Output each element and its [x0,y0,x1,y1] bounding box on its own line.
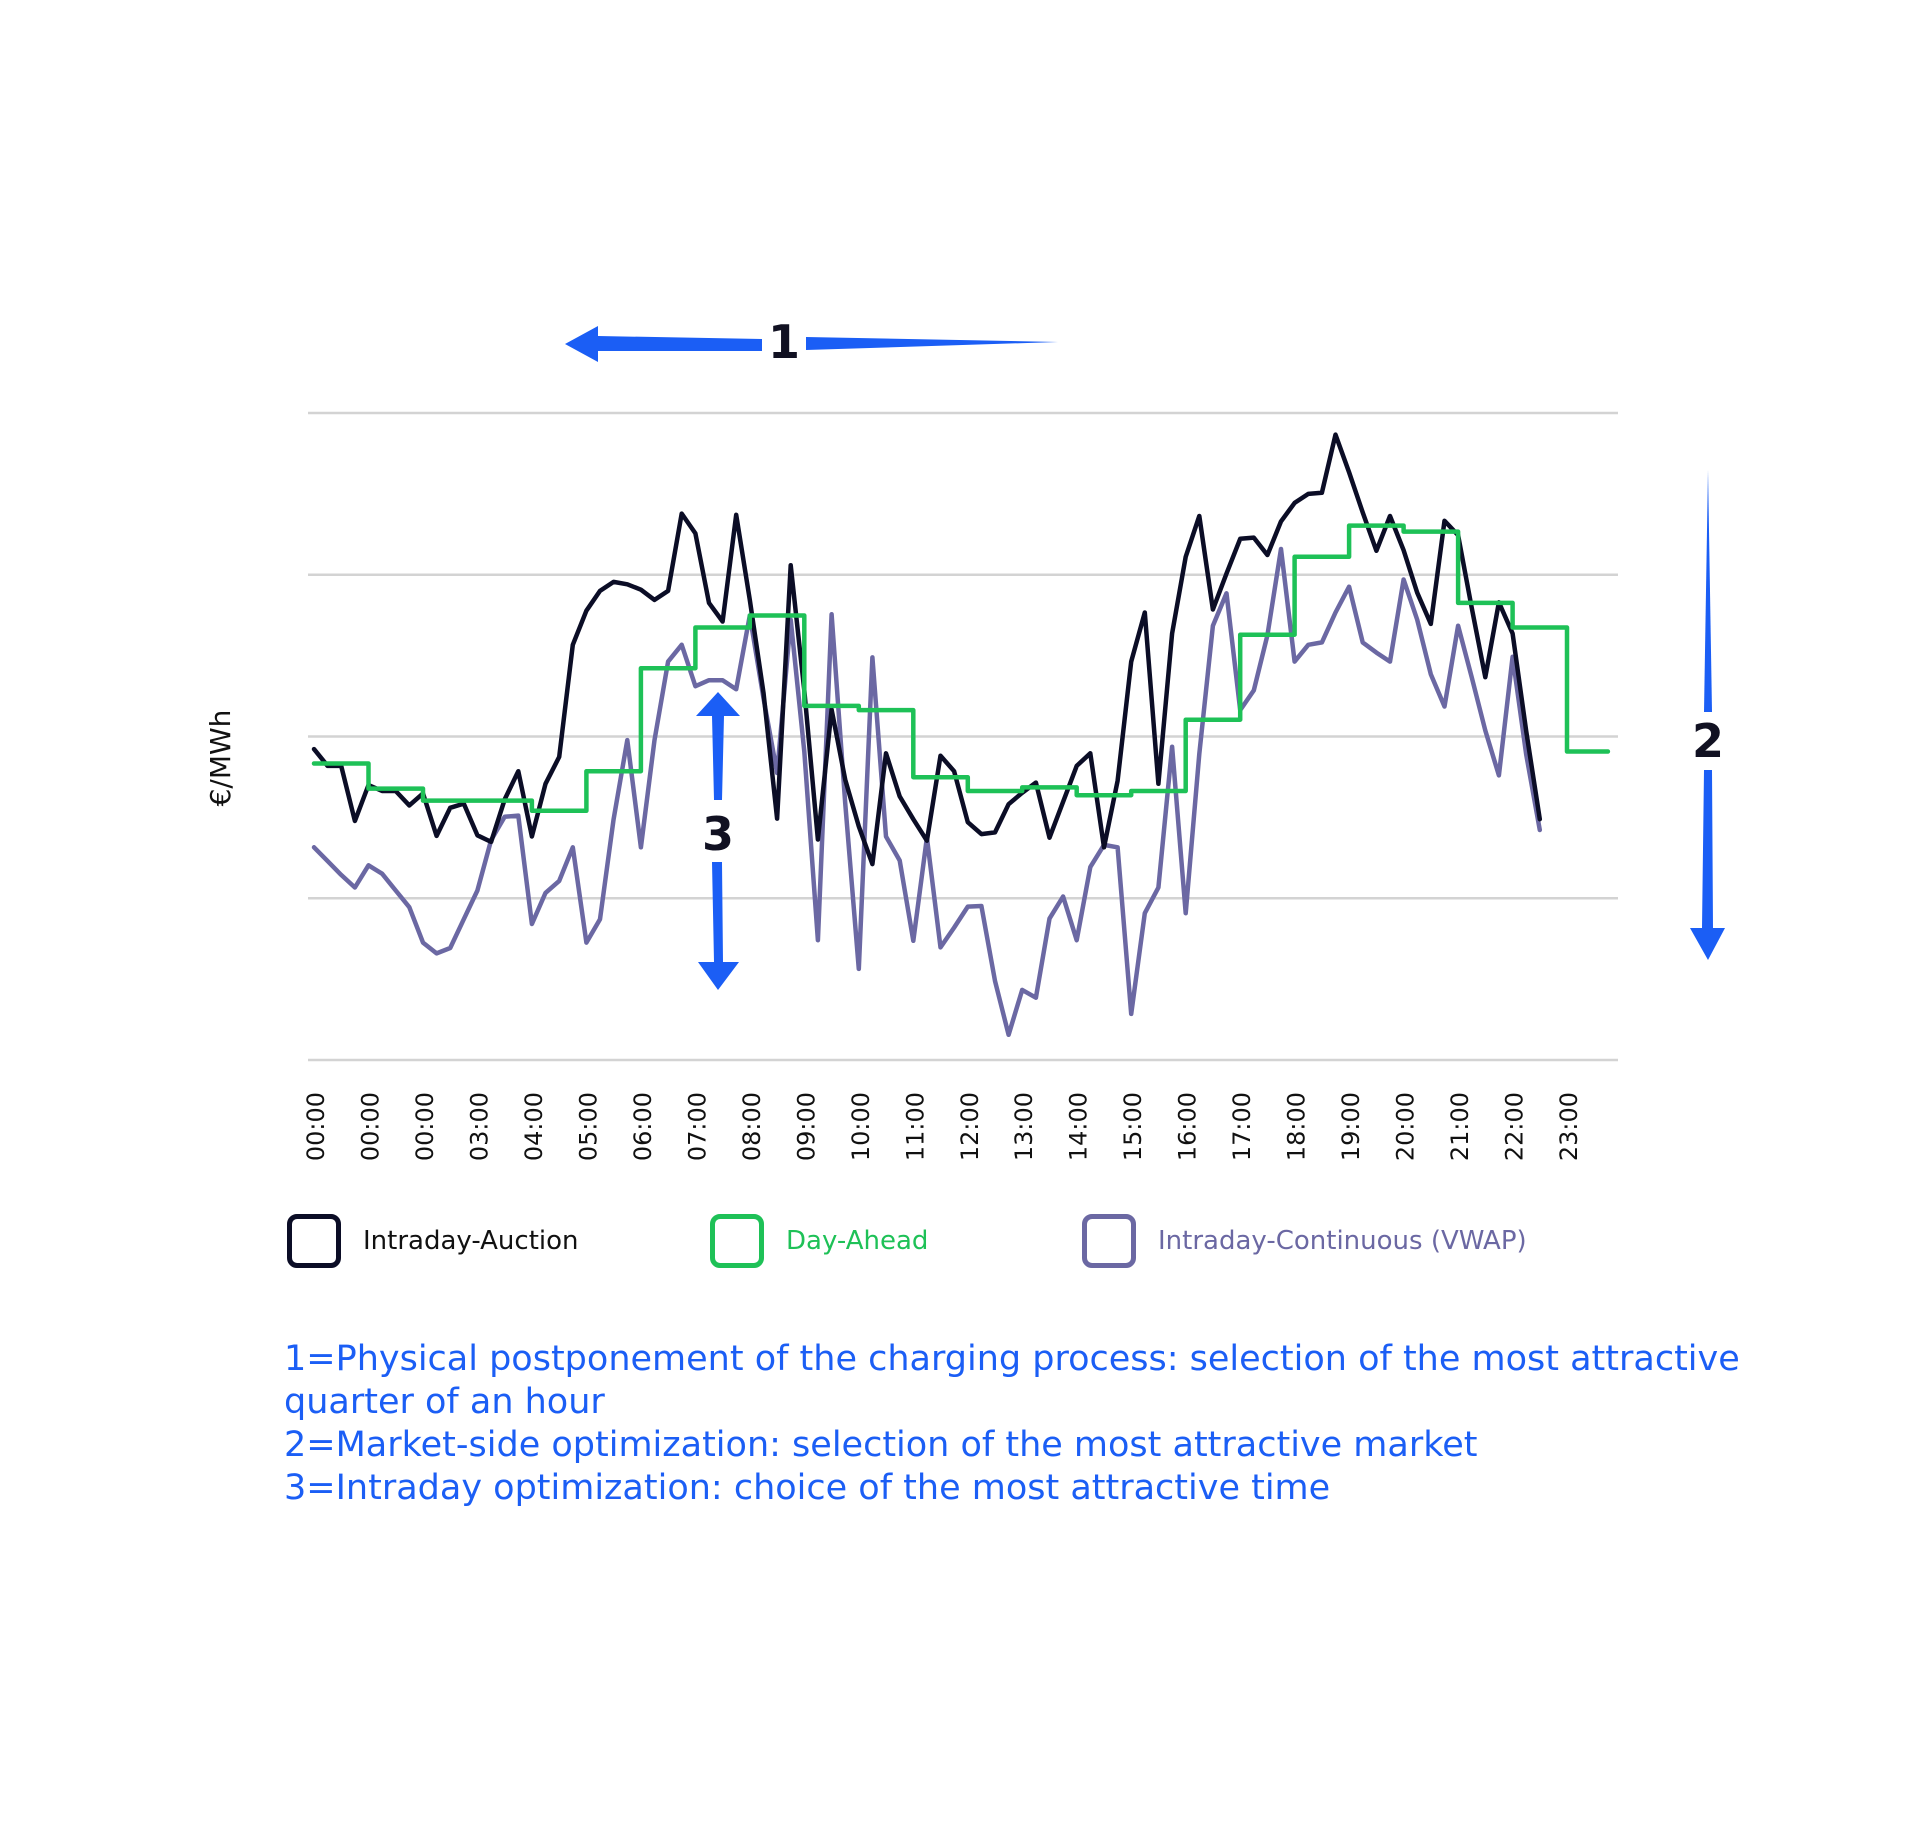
legend-swatch-intraday-auction [287,1214,341,1268]
series-line-day-ahead [311,523,1611,814]
series-line-intraday-auction [311,432,1543,867]
x-tick-label: 10:00 [847,1092,875,1161]
explanation-notes: 1=Physical postponement of the charging … [284,1338,1740,1510]
x-tick-label: 16:00 [1174,1092,1202,1161]
x-tick-label: 17:00 [1228,1092,1256,1161]
x-tick-label: 18:00 [1283,1092,1311,1161]
x-tick-label: 21:00 [1446,1092,1474,1161]
x-tick-label: 12:00 [956,1092,984,1161]
x-tick-label: 22:00 [1501,1092,1529,1161]
x-tick-label: 14:00 [1065,1092,1093,1161]
legend-swatch-intraday-continuous [1082,1214,1136,1268]
y-axis-label: €/MWh [204,710,237,807]
x-tick-label: 07:00 [683,1092,711,1161]
annotation-arrow-3: 3 [696,692,740,990]
grid-lines [308,411,1618,1062]
annotation-arrow-1: 1 [565,315,1058,369]
x-tick-label: 03:00 [465,1092,493,1161]
legend-label-intraday-continuous: Intraday-Continuous (VWAP) [1158,1226,1527,1256]
arrow-1-label: 1 [768,315,800,369]
legend-label-day-ahead: Day-Ahead [786,1226,929,1256]
arrow-2-label: 2 [1692,714,1724,768]
x-tick-label: 19:00 [1337,1092,1365,1161]
x-tick-label: 06:00 [629,1092,657,1161]
x-tick-label: 20:00 [1392,1092,1420,1161]
arrow-2-top-shape [1704,470,1712,712]
note-line-4: 3=Intraday optimization: choice of the m… [284,1468,1331,1508]
x-tick-label: 09:00 [792,1092,820,1161]
series-line-intraday-continuous-vwap [311,546,1543,1038]
x-tick-label: 08:00 [738,1092,766,1161]
legend-item-intraday-continuous: Intraday-Continuous (VWAP) [1082,1209,1527,1273]
legend-label-intraday-auction: Intraday-Auction [363,1226,579,1256]
arrow-1-left-shape [565,326,762,362]
x-tick-label: 23:00 [1555,1092,1583,1161]
x-tick-label: 15:00 [1119,1092,1147,1161]
x-tick-label: 11:00 [901,1092,929,1161]
arrow-1-right-shape [806,337,1058,350]
note-line-1: 1=Physical postponement of the charging … [284,1339,1740,1379]
arrow-3-up-shape [696,692,740,800]
x-tick-label: 00:00 [302,1092,330,1161]
x-tick-labels: 00:00 00:00 00:00 03:00 04:00 05:00 06:00 07:00… [302,1092,1583,1161]
x-tick-label: 04:00 [520,1092,548,1161]
note-line-3: 2=Market-side optimization: selection of… [284,1425,1478,1465]
x-tick-label: 13:00 [1010,1092,1038,1161]
note-line-2: quarter of an hour [284,1382,605,1422]
legend-item-day-ahead: Day-Ahead [710,1209,928,1273]
series-lines [311,432,1611,1038]
arrow-3-label: 3 [702,807,734,861]
x-tick-label: 00:00 [357,1092,385,1161]
arrow-2-bottom-shape [1690,770,1725,960]
arrow-3-down-shape [698,862,739,990]
legend-item-intraday-auction: Intraday-Auction [287,1209,579,1273]
annotation-arrow-2: 2 [1690,470,1725,960]
x-tick-label: 05:00 [574,1092,602,1161]
x-tick-label: 00:00 [411,1092,439,1161]
legend-swatch-day-ahead [710,1214,764,1268]
